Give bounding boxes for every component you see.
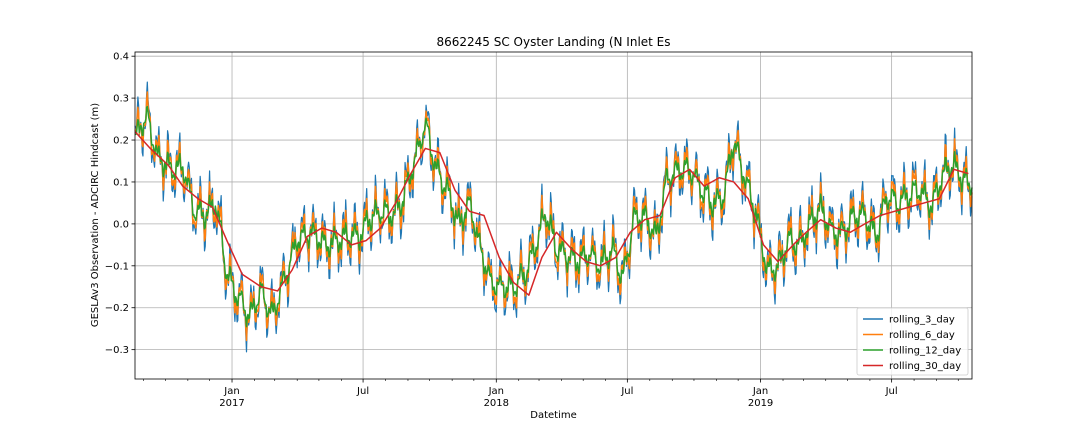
- y-tick-label: −0.3: [105, 345, 129, 356]
- legend-label: rolling_30_day: [889, 361, 961, 372]
- legend-label: rolling_3_day: [889, 315, 955, 326]
- series-lines: [134, 81, 973, 353]
- y-tick-label: 0.1: [113, 177, 129, 188]
- x-tick-year-label: 2018: [484, 398, 509, 409]
- y-tick-label: −0.2: [105, 303, 129, 314]
- y-tick-label: −0.1: [105, 261, 129, 272]
- series-line-rolling-12-day: [134, 105, 973, 328]
- series-line-rolling-6-day: [134, 91, 973, 342]
- y-tick-label: 0.4: [113, 52, 129, 63]
- legend-box: [856, 307, 969, 376]
- x-tick-label: Jul: [620, 386, 633, 397]
- legend-label: rolling_12_day: [889, 346, 961, 357]
- legend-label: rolling_6_day: [889, 330, 955, 341]
- x-tick-label: Jan: [752, 386, 768, 397]
- series-line-rolling-30-day: [134, 131, 969, 296]
- x-axis-label: Datetime: [530, 410, 577, 421]
- x-tick-year-label: 2017: [219, 398, 244, 409]
- x-tick-label: Jul: [356, 386, 369, 397]
- y-tick-label: 0.3: [113, 94, 129, 105]
- x-tick-label: Jul: [885, 386, 898, 397]
- x-tick-label: Jan: [488, 386, 504, 397]
- y-axis: −0.3 −0.2 −0.1 0.0 0.1 0.2 0.3 0.4: [105, 52, 135, 356]
- y-tick-label: 0.2: [113, 136, 129, 147]
- y-axis-label: GESLAv3 Observation - ADCIRC Hindcast (m…: [90, 103, 101, 327]
- y-tick-label: 0.0: [113, 219, 129, 230]
- legend: rolling_3_day rolling_6_day rolling_12_day…: [856, 307, 969, 376]
- x-tick-label: Jan: [223, 386, 239, 397]
- x-tick-year-label: 2019: [748, 398, 773, 409]
- chart-title: 8662245 SC Oyster Landing (N Inlet Es: [436, 35, 670, 49]
- plot-frame: [134, 51, 973, 380]
